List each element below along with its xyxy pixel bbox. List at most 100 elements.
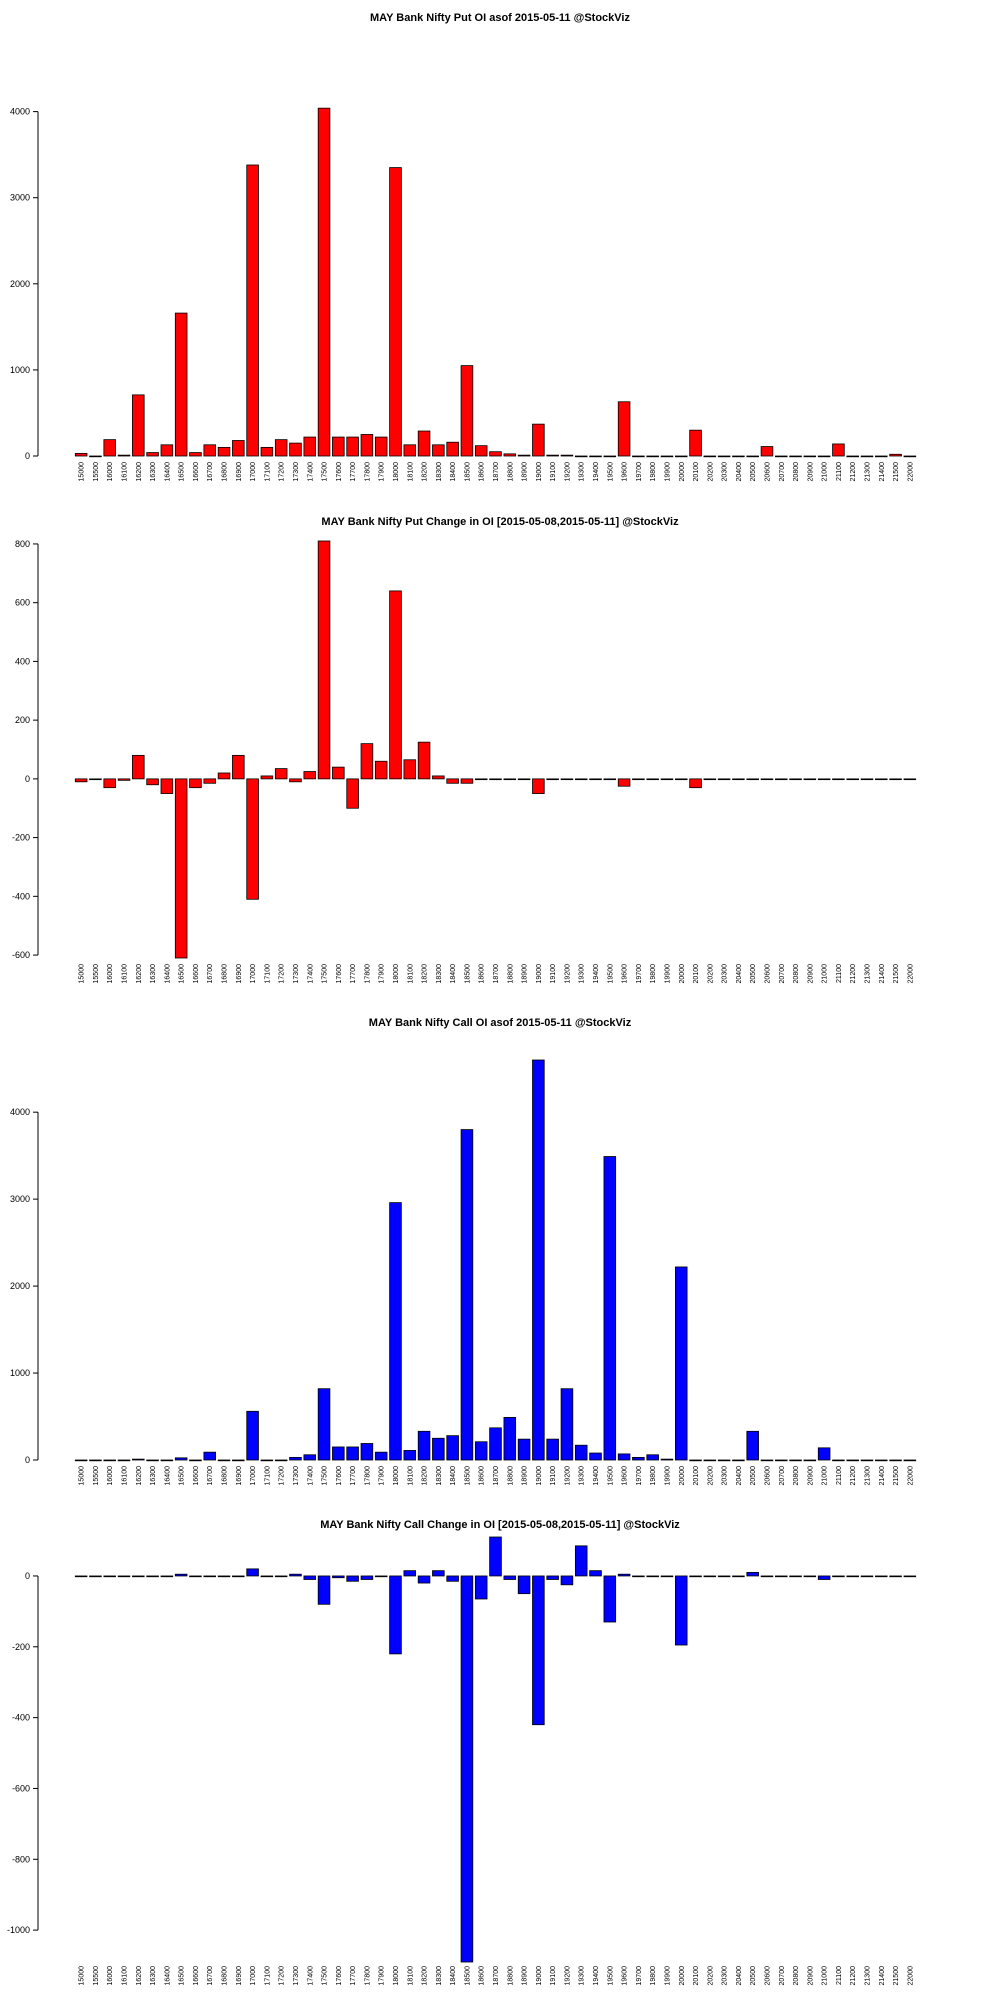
x-tick-label: 19000 [536, 1966, 543, 1986]
bar-19800 [646, 1575, 659, 1578]
x-tick-label: 19300 [579, 1966, 586, 1986]
bar-16200 [132, 754, 145, 780]
bar-16700 [203, 444, 217, 457]
x-tick-label: 17300 [293, 1966, 300, 1986]
x-tick-label: 20700 [779, 964, 786, 984]
x-tick-label: 20900 [807, 462, 814, 482]
x-tick-label: 18900 [522, 1966, 529, 1986]
bar-18300 [432, 444, 445, 457]
x-tick-label: 21100 [836, 1966, 843, 1985]
bar-19300 [574, 1444, 588, 1461]
bar-17600 [332, 766, 345, 780]
y-tick-label: 400 [15, 656, 30, 666]
x-tick-label: 17400 [307, 964, 314, 984]
x-tick-label: 16800 [222, 964, 229, 984]
y-tick-label: -200 [12, 1642, 30, 1652]
x-tick-label: 21400 [879, 964, 886, 984]
x-tick-label: 17500 [322, 964, 329, 984]
x-tick-label: 21000 [822, 1466, 829, 1486]
bar-18900 [517, 778, 531, 781]
x-tick-label: 19000 [536, 462, 543, 482]
x-tick-label: 21300 [864, 964, 871, 984]
x-tick-label: 19700 [636, 462, 643, 482]
bar-19300 [574, 778, 588, 781]
x-tick-label: 19600 [622, 1466, 629, 1486]
bar-17400 [303, 436, 317, 457]
x-tick-label: 22000 [907, 964, 914, 984]
bar-21200 [846, 1459, 859, 1462]
bar-21000 [817, 1447, 831, 1461]
x-tick-label: 15500 [93, 1466, 100, 1486]
x-tick-label: 21500 [893, 964, 900, 984]
x-tick-label: 21300 [864, 462, 871, 482]
x-tick-label: 16600 [193, 964, 200, 984]
x-tick-label: 16800 [222, 1466, 229, 1486]
x-tick-label: 18200 [422, 1966, 429, 1986]
x-tick-label: 19000 [536, 1466, 543, 1486]
bar-22000 [903, 1459, 917, 1462]
x-tick-label: 18200 [422, 1466, 429, 1486]
x-tick-label: 17100 [264, 964, 271, 984]
bar-18200 [417, 1430, 431, 1461]
x-tick-label: 19400 [593, 964, 600, 984]
x-tick-label: 18400 [450, 964, 457, 984]
bar-21100 [832, 778, 845, 781]
x-tick-label: 19600 [622, 1966, 629, 1986]
bar-19600 [617, 1453, 631, 1461]
bar-17400 [303, 1575, 317, 1580]
x-tick-label: 17100 [264, 462, 271, 482]
x-tick-label: 18600 [479, 462, 486, 482]
x-tick-label: 19800 [650, 1466, 657, 1486]
bar-19600 [617, 401, 631, 457]
bar-19500 [603, 455, 617, 458]
bar-17800 [360, 1575, 374, 1580]
x-tick-label: 19100 [550, 964, 557, 984]
x-tick-label: 19200 [564, 1966, 571, 1986]
bar-21400 [875, 1575, 888, 1578]
bar-16400 [160, 778, 174, 794]
bar-20600 [760, 446, 774, 457]
bar-20200 [703, 455, 717, 458]
bar-16300 [146, 1575, 159, 1578]
chart-title-4: MAY Bank Nifty Call Change in OI [2015-0… [320, 1519, 680, 1531]
x-tick-label: 19700 [636, 1966, 643, 1986]
bar-18300 [432, 775, 445, 780]
x-tick-label: 20700 [779, 1466, 786, 1486]
x-tick-label: 17300 [293, 1466, 300, 1486]
x-tick-label: 17700 [350, 964, 357, 984]
bar-15500 [89, 455, 102, 458]
bar-16600 [189, 1459, 202, 1462]
bar-22000 [903, 778, 917, 781]
bar-20500 [746, 778, 759, 781]
bar-20200 [703, 778, 717, 781]
bar-20500 [746, 455, 759, 458]
bar-21200 [846, 455, 859, 458]
bar-18600 [474, 1575, 488, 1600]
x-tick-label: 18800 [507, 462, 514, 482]
x-tick-label: 20600 [764, 1966, 771, 1986]
x-tick-label: 18700 [493, 462, 500, 482]
x-tick-label: 17200 [279, 1966, 286, 1986]
x-tick-label: 21300 [864, 1966, 871, 1986]
x-tick-label: 17500 [322, 1966, 329, 1986]
bar-20100 [689, 778, 702, 789]
bar-17200 [274, 1459, 288, 1462]
bar-19200 [560, 1575, 574, 1586]
x-tick-label: 16400 [164, 1966, 171, 1986]
x-tick-label: 16900 [236, 964, 243, 984]
x-tick-label: 17300 [293, 462, 300, 482]
x-tick-label: 20500 [750, 462, 757, 482]
bar-17000 [246, 778, 259, 900]
bar-17200 [274, 439, 288, 457]
x-tick-label: 19700 [636, 964, 643, 984]
bar-17600 [332, 436, 345, 457]
bar-19000 [532, 423, 545, 457]
y-tick-label: -400 [12, 891, 30, 901]
bar-18500 [460, 365, 474, 457]
bar-17300 [289, 1456, 302, 1461]
bar-17500 [317, 540, 331, 780]
bar-20200 [703, 1459, 717, 1462]
bar-16200 [132, 1458, 145, 1461]
x-tick-label: 19100 [550, 1466, 557, 1486]
x-tick-label: 16500 [179, 1466, 186, 1486]
